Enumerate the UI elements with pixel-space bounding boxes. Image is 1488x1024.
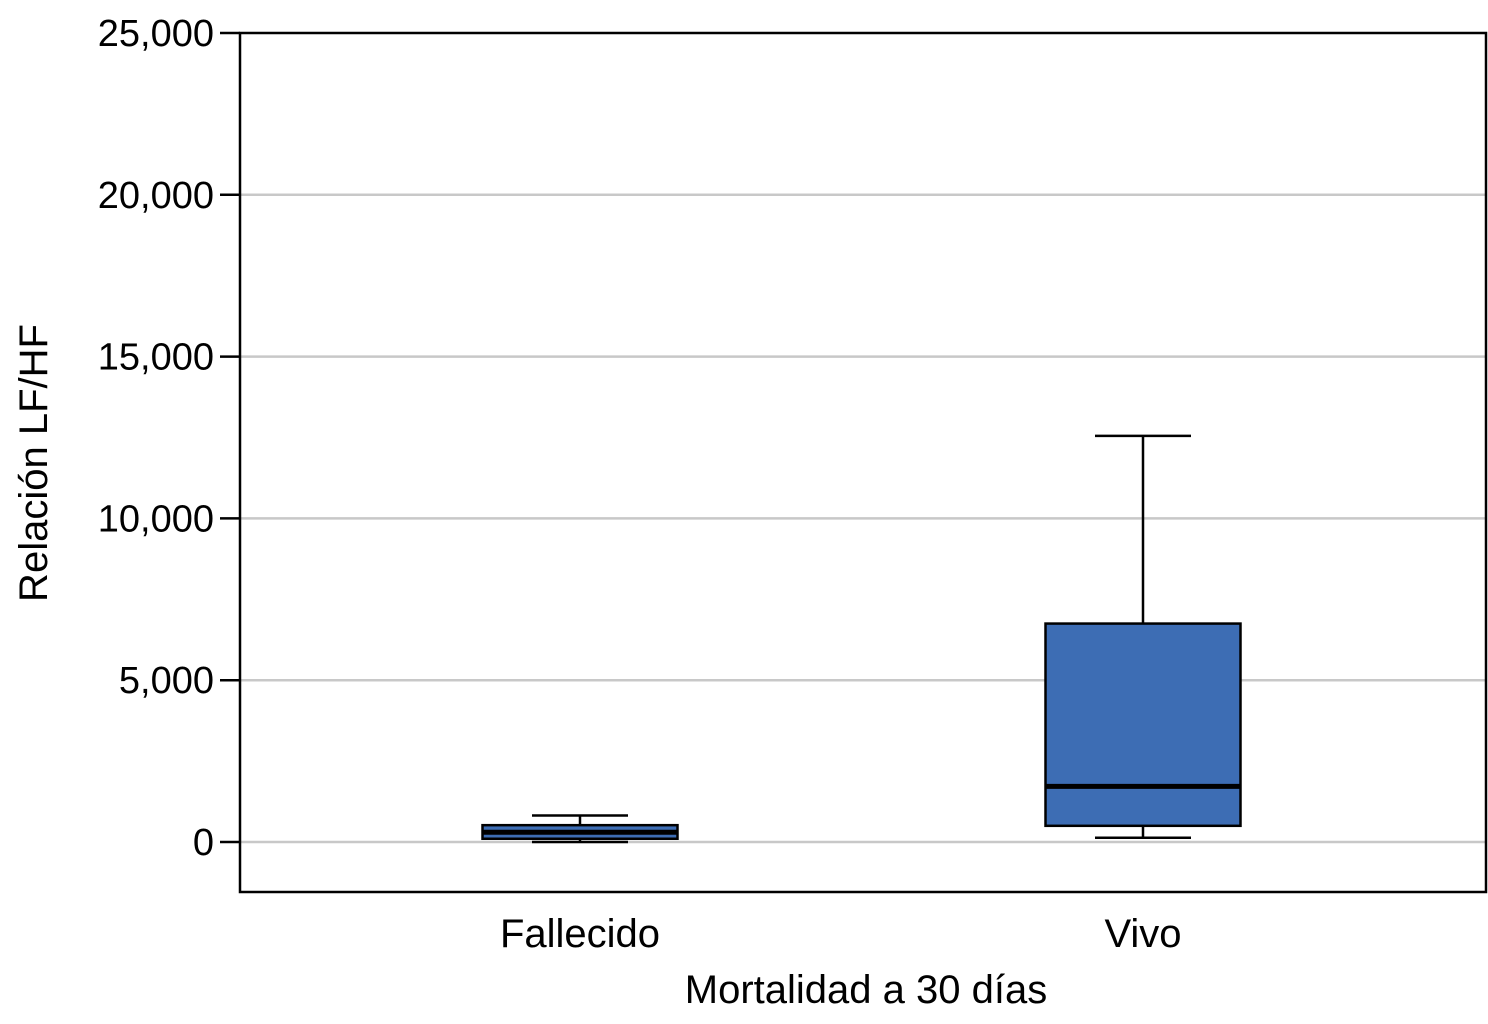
y-tick-label: 5,000	[119, 660, 214, 702]
y-tick-label: 0	[193, 822, 214, 864]
boxes	[481, 434, 1242, 844]
x-axis-category-labels: Fallecido Vivo	[500, 912, 1182, 956]
y-tick-label: 15,000	[98, 337, 214, 379]
y-tick-label: 25,000	[98, 13, 214, 55]
y-axis-ticks: 0 5,000 10,000 15,000 20,000 25,000	[98, 13, 240, 864]
y-tick-label: 20,000	[98, 175, 214, 217]
x-tick-label: Fallecido	[500, 912, 660, 956]
y-axis-title: Relación LF/HF	[12, 324, 56, 602]
iqr-box	[1044, 622, 1242, 828]
x-axis-title: Mortalidad a 30 días	[685, 968, 1047, 1012]
box-vivo	[1044, 434, 1242, 840]
gridlines	[240, 193, 1486, 844]
box-fallecido	[481, 814, 679, 844]
plot-area-frame	[238, 31, 1488, 894]
y-tick-label: 10,000	[98, 498, 214, 540]
x-tick-label: Vivo	[1104, 912, 1181, 956]
